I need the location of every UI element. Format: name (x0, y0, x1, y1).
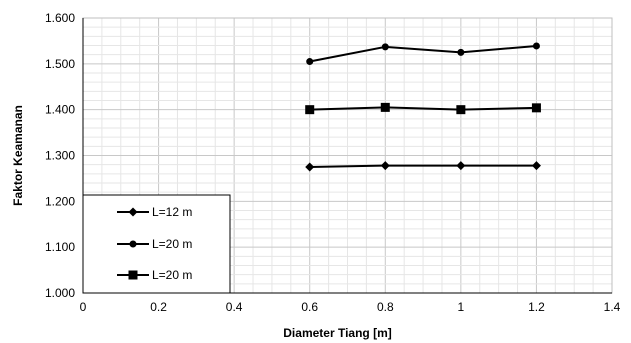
data-point (457, 48, 465, 56)
data-point (456, 161, 466, 171)
x-tick-label: 0.8 (377, 300, 394, 314)
x-tick-label: 1.2 (528, 300, 545, 314)
y-tick-label: 1.500 (45, 57, 75, 71)
x-axis-title: Diameter Tiang [m] (283, 326, 391, 340)
series-line (309, 164, 537, 168)
data-point (381, 43, 389, 51)
series-1 (305, 161, 541, 172)
legend-marker (128, 207, 138, 217)
legend-label: L=20 m (152, 268, 192, 282)
y-tick-label: 1.200 (45, 194, 75, 208)
x-tick-label: 0.6 (301, 300, 318, 314)
data-point (305, 162, 315, 172)
legend-item-2: L=20 m (117, 237, 192, 251)
data-point (305, 105, 315, 115)
y-tick-label: 1.300 (45, 149, 75, 163)
series-line (309, 106, 537, 111)
data-point (380, 102, 390, 112)
legend-item-1: L=12 m (117, 205, 192, 219)
data-point (380, 161, 390, 171)
legend-box (82, 194, 231, 294)
data-point (531, 103, 541, 113)
y-tick-label: 1.000 (45, 286, 75, 300)
series-3 (305, 102, 541, 115)
x-tick-label: 1.4 (604, 300, 621, 314)
x-tick-label: 0.4 (226, 300, 243, 314)
legend-item-3: L=20 m (117, 268, 192, 282)
legend: L=12 m L=20 m L=20 m (82, 194, 231, 294)
series-2 (306, 42, 540, 66)
y-axis-title: Faktor Keamanan (11, 105, 25, 206)
data-point (531, 161, 541, 171)
axes: 0 0.2 0.4 0.6 0.8 1 1.2 1.4 1.000 1.100 1.200 1.300… (11, 11, 621, 340)
x-tick-label: 0.2 (150, 300, 167, 314)
series-group (305, 42, 541, 172)
legend-label: L=12 m (152, 205, 192, 219)
data-point (456, 105, 466, 115)
x-tick-label: 1 (458, 300, 465, 314)
y-tick-label: 1.100 (45, 240, 75, 254)
legend-label: L=20 m (152, 237, 192, 251)
y-tick-label: 1.400 (45, 103, 75, 117)
legend-marker (129, 240, 137, 248)
y-tick-label: 1.600 (45, 11, 75, 25)
grid (82, 17, 613, 294)
x-tick-label: 0 (80, 300, 87, 314)
series-line (309, 44, 537, 63)
legend-marker (128, 270, 138, 280)
data-point (532, 42, 540, 50)
data-point (306, 58, 314, 66)
